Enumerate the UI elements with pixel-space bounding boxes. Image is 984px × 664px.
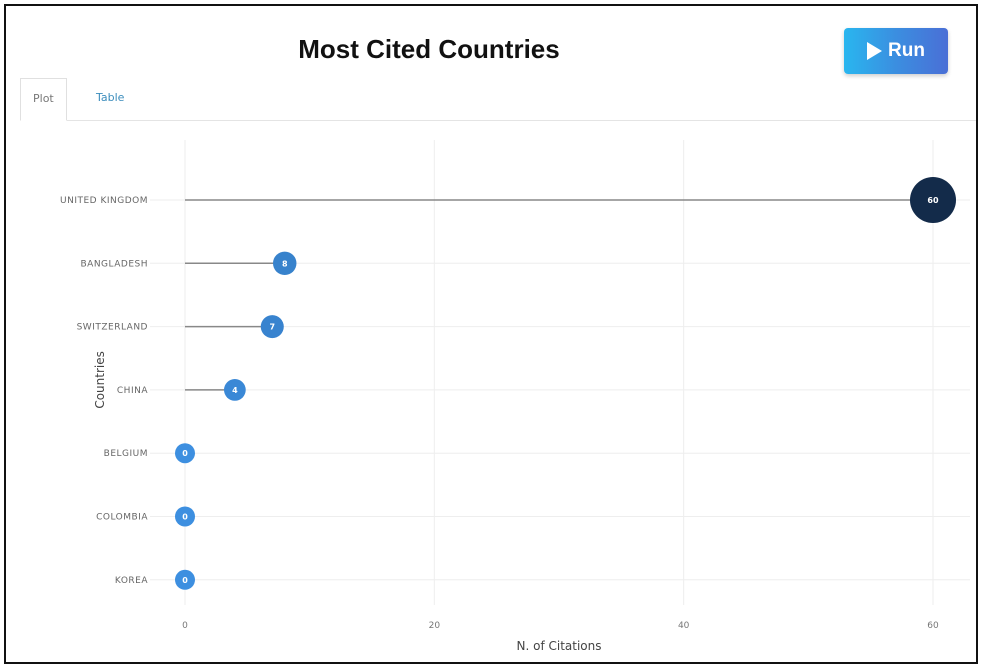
lollipop-point — [224, 379, 246, 401]
x-axis-title: N. of Citations — [517, 639, 602, 653]
chart-panel: Most Cited Countries Run Plot Table — [4, 4, 978, 664]
x-tick-label: 40 — [678, 621, 690, 631]
x-tick-label: 0 — [182, 621, 188, 631]
points: 60 8 7 4 0 0 0 — [175, 177, 956, 590]
run-button-label: Run — [888, 40, 925, 61]
data-label: 8 — [282, 259, 288, 268]
y-tick-label: BELGIUM — [104, 449, 148, 459]
y-tick-labels: UNITED KINGDOM BANGLADESH SWITZERLAND CHINA… — [60, 196, 148, 586]
data-label: 0 — [182, 576, 188, 585]
lollipop-point — [273, 251, 297, 276]
tab-table[interactable]: Table — [96, 91, 125, 104]
data-label: 0 — [182, 449, 188, 458]
data-label: 0 — [182, 513, 188, 522]
play-icon — [867, 42, 883, 60]
grid-lines — [150, 140, 970, 605]
y-tick-label: CHINA — [117, 386, 148, 396]
y-tick-label: SWITZERLAND — [77, 323, 148, 333]
data-label: 7 — [269, 323, 275, 332]
tab-bar: Plot Table — [20, 78, 976, 121]
y-tick-label: UNITED KINGDOM — [60, 196, 148, 206]
lollipop-point — [260, 315, 284, 339]
data-label: 60 — [927, 196, 939, 205]
run-button[interactable]: Run — [844, 28, 948, 74]
lollipop-point — [175, 569, 195, 590]
page-title: Most Cited Countries — [298, 34, 560, 64]
x-tick-label: 20 — [429, 621, 441, 631]
tab-plot[interactable]: Plot — [20, 78, 67, 121]
y-tick-label: COLOMBIA — [96, 513, 148, 523]
y-axis-title: Countries — [93, 351, 107, 409]
x-tick-labels: 0 20 40 60 — [182, 621, 939, 631]
x-tick-label: 60 — [927, 621, 939, 631]
y-tick-label: BANGLADESH — [80, 259, 148, 269]
lollipop-point — [175, 443, 195, 464]
y-tick-label: KOREA — [115, 576, 148, 586]
lollipop-point — [175, 506, 195, 527]
data-label: 4 — [232, 386, 238, 395]
lollipop-point — [910, 177, 956, 223]
